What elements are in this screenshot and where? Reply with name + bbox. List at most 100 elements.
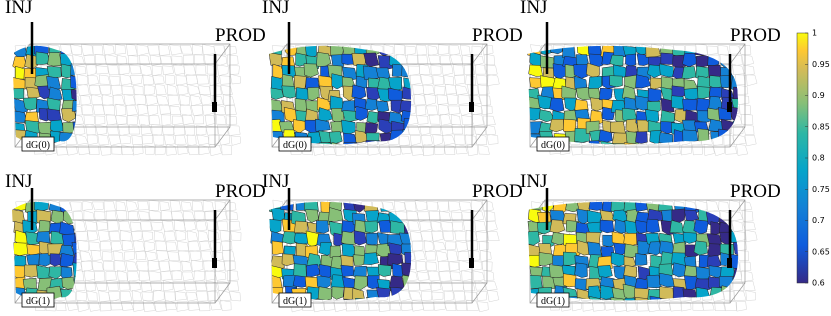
front-cell — [46, 311, 61, 316]
mesh-cell — [448, 105, 461, 115]
front-cell — [573, 141, 589, 145]
mesh-cell — [75, 231, 88, 241]
mesh-cell — [203, 54, 216, 66]
mesh-cell — [91, 260, 104, 271]
front-cell — [328, 207, 344, 222]
mesh-cell — [185, 291, 198, 302]
mesh-cell — [187, 144, 199, 156]
mesh-cell — [729, 44, 741, 55]
front-cell — [366, 232, 378, 246]
mesh-cell — [177, 241, 190, 252]
front-cell — [549, 219, 566, 234]
mesh-cell — [408, 290, 423, 301]
mesh-cell — [432, 134, 444, 147]
mesh-cell — [430, 220, 442, 233]
front-cell — [745, 201, 759, 212]
mesh-cell — [133, 84, 144, 96]
mesh-cell — [72, 210, 84, 221]
mesh-cell — [729, 55, 743, 66]
mesh-cell — [448, 200, 461, 212]
mesh-cell — [464, 125, 475, 136]
front-cell — [390, 287, 405, 301]
mesh-cell — [441, 64, 454, 76]
front-cell — [342, 110, 359, 122]
front-cell — [403, 311, 416, 316]
mesh-cell — [171, 270, 183, 281]
front-cell — [293, 119, 307, 134]
mesh-cell — [741, 54, 755, 66]
mesh-cell — [473, 125, 487, 135]
front-cell — [745, 212, 758, 227]
mesh-cell — [202, 200, 214, 212]
mesh-cell — [481, 200, 494, 212]
mesh-cell — [568, 290, 581, 302]
front-cell — [708, 45, 722, 56]
front-cell — [87, 111, 99, 125]
mesh-cell — [151, 65, 163, 77]
front-cell — [586, 140, 602, 145]
mesh-cell — [204, 114, 216, 126]
front-cell — [574, 310, 589, 316]
mesh-cell — [152, 133, 165, 146]
mesh-cell — [153, 300, 167, 312]
front-cell — [377, 309, 392, 316]
front-cell — [363, 52, 380, 67]
front-cell — [588, 201, 604, 211]
mesh-cell — [188, 300, 201, 311]
mesh-cell — [130, 75, 143, 86]
method-label: dG(0) — [26, 140, 50, 151]
mesh-cell — [77, 144, 91, 156]
front-cell — [609, 121, 626, 135]
producer-label: PROD — [215, 25, 266, 46]
front-cell — [27, 309, 39, 316]
mesh-cell — [171, 210, 185, 221]
mesh-cell — [186, 230, 199, 242]
mesh-cell — [476, 74, 488, 85]
mesh-cell — [205, 125, 219, 136]
mesh-cell — [483, 269, 495, 281]
front-cell — [411, 100, 412, 115]
mesh-cell — [441, 134, 456, 146]
mesh-cell — [230, 135, 241, 146]
mesh-cell — [83, 54, 96, 66]
mesh-cell — [737, 250, 749, 261]
front-cell — [683, 87, 699, 101]
mesh-cell — [739, 261, 752, 272]
front-cell — [681, 66, 697, 80]
front-cell — [306, 263, 321, 277]
mesh-cell — [419, 221, 432, 232]
mesh-cell — [227, 280, 240, 292]
front-cell — [747, 155, 758, 168]
mesh-cell — [165, 74, 175, 85]
mesh-cell — [196, 125, 207, 136]
mesh-cell — [182, 113, 195, 126]
front-cell — [403, 222, 412, 235]
front-cell — [647, 208, 664, 222]
mesh-cell — [414, 200, 428, 212]
front-cell — [695, 141, 710, 145]
mesh-cell — [83, 210, 95, 222]
mesh-cell — [463, 64, 476, 75]
mesh-cell — [322, 144, 336, 156]
mesh-cell — [84, 280, 96, 293]
front-cell — [401, 262, 412, 277]
mesh-cell — [143, 300, 156, 312]
front-cell — [660, 97, 675, 113]
mesh-cell — [227, 270, 239, 281]
front-cell — [46, 66, 62, 79]
front-cell — [697, 128, 710, 144]
mesh-cell — [432, 74, 444, 86]
mesh-cell — [150, 221, 163, 231]
mesh-cell — [113, 250, 124, 262]
front-cell — [341, 119, 356, 136]
mesh-cell — [121, 145, 135, 156]
colorbar-tick-label: 1 — [812, 29, 817, 38]
mesh-cell — [95, 124, 108, 136]
mesh-cell — [169, 200, 182, 212]
mesh-cell — [87, 74, 100, 86]
front-cell — [352, 201, 366, 213]
front-cell — [412, 222, 427, 235]
mesh-cell — [416, 271, 429, 281]
mesh-cell — [531, 201, 544, 212]
front-cell — [645, 45, 662, 58]
